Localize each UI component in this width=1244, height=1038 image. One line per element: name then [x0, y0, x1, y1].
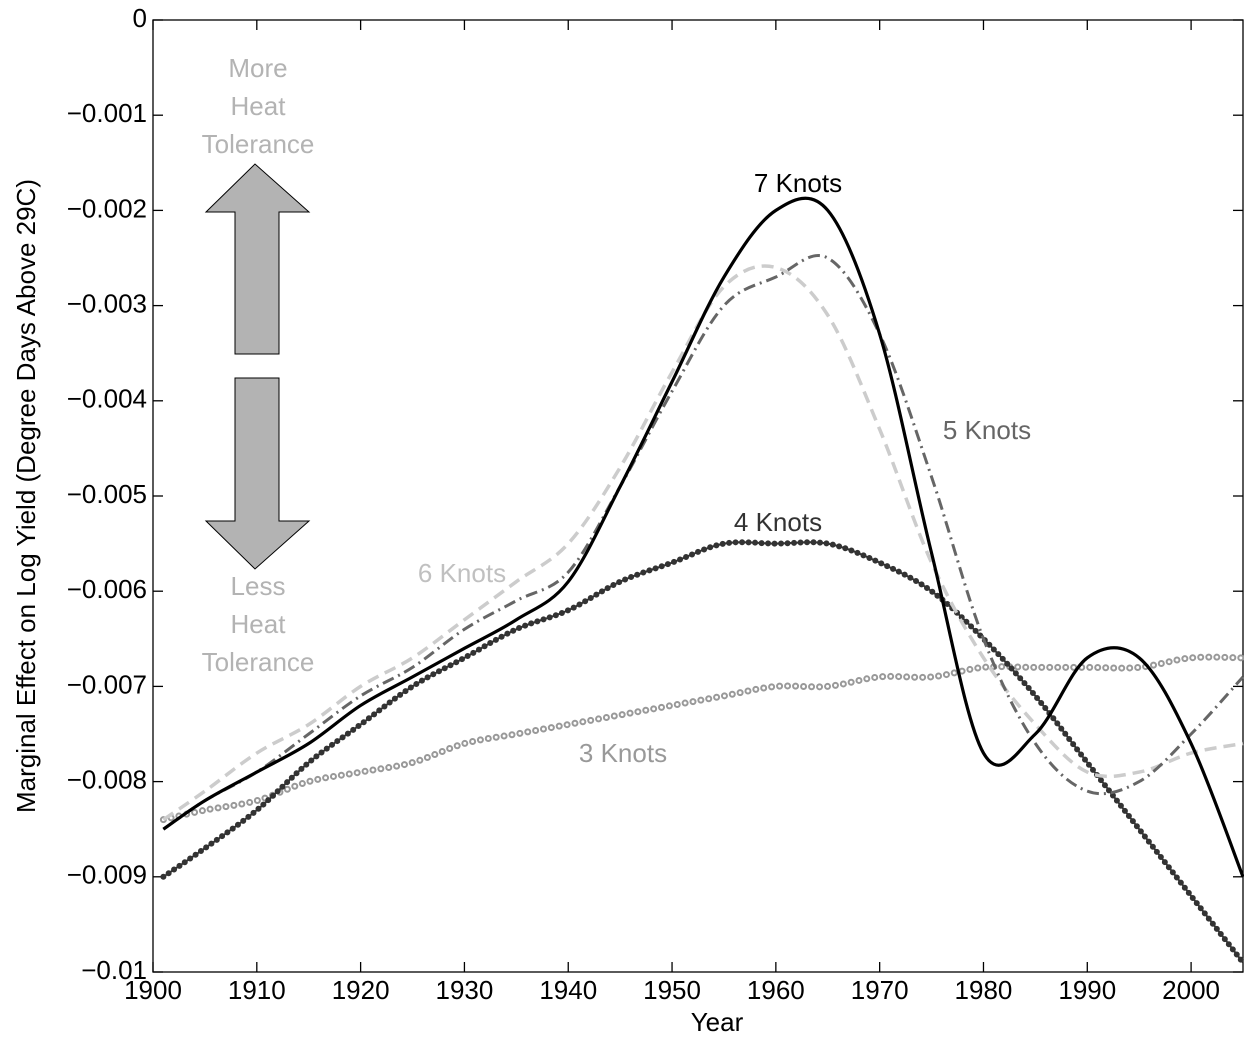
- y-tick-label: −0.003: [67, 288, 147, 318]
- y-tick-label: −0.008: [67, 764, 147, 794]
- y-tick-label: −0.007: [67, 669, 147, 699]
- y-tick-label: −0.005: [67, 479, 147, 509]
- x-tick-label: 1960: [747, 975, 805, 1005]
- y-tick-label: −0.002: [67, 193, 147, 223]
- series-line: [162, 264, 1244, 822]
- arrow-label: Tolerance: [202, 647, 315, 677]
- series-line: [161, 655, 1244, 822]
- x-tick-label: 2000: [1162, 975, 1220, 1005]
- series-label: 7 Knots: [754, 168, 842, 198]
- y-tick-label: −0.001: [67, 98, 147, 128]
- arrow-label: More: [228, 53, 287, 83]
- series-line: [159, 653, 1244, 824]
- x-tick-label: 1910: [228, 975, 286, 1005]
- y-tick-label: −0.004: [67, 384, 147, 414]
- series-label: 4 Knots: [734, 507, 822, 537]
- arrow-label: Less: [231, 571, 286, 601]
- x-tick-label: 1900: [124, 975, 182, 1005]
- y-tick-label: −0.009: [67, 860, 147, 890]
- series-line: [160, 539, 1244, 966]
- arrow-label: Heat: [231, 609, 287, 639]
- x-tick-label: 1980: [955, 975, 1013, 1005]
- series-label: 5 Knots: [943, 415, 1031, 445]
- up-arrow: [204, 163, 311, 355]
- x-tick-label: 1970: [851, 975, 909, 1005]
- arrow-label: Heat: [231, 91, 287, 121]
- series-label: 3 Knots: [579, 738, 667, 768]
- series-label: 6 Knots: [418, 558, 506, 588]
- arrow-label: Tolerance: [202, 129, 315, 159]
- plot-frame: [152, 19, 1244, 973]
- x-tick-label: 1940: [539, 975, 597, 1005]
- x-tick-label: 1920: [332, 975, 390, 1005]
- series-line: [162, 254, 1244, 831]
- series-line: [162, 196, 1244, 878]
- x-axis-label: Year: [691, 1007, 744, 1037]
- x-tick-label: 1930: [436, 975, 494, 1005]
- y-tick-label: −0.01: [81, 955, 147, 985]
- x-tick-label: 1990: [1058, 975, 1116, 1005]
- y-tick-label: 0: [133, 3, 147, 33]
- x-tick-label: 1950: [643, 975, 701, 1005]
- y-tick-label: −0.006: [67, 574, 147, 604]
- down-arrow: [204, 377, 311, 570]
- y-axis-label: Marginal Effect on Log Yield (Degree Day…: [11, 179, 41, 813]
